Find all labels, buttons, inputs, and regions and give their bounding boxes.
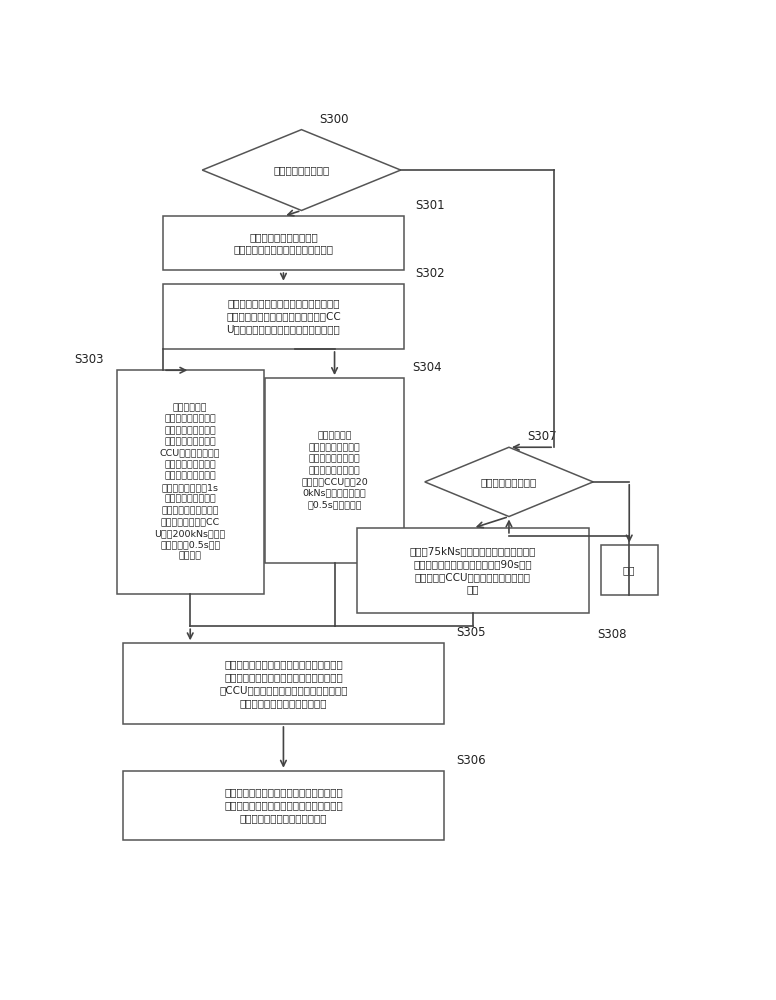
Text: 如果未正确的检测到网压跳变或者丢失恢复
信号时，则通过扳动分主断开关后、重新进
行合主断操作，完成过分相操作: 如果未正确的检测到网压跳变或者丢失恢复 信号时，则通过扳动分主断开关后、重新进 … — [224, 788, 343, 823]
Text: S304: S304 — [413, 361, 442, 374]
Text: S305: S305 — [456, 626, 486, 639]
FancyBboxPatch shape — [357, 528, 589, 613]
Text: S306: S306 — [456, 754, 486, 767]
Text: 过分相主机是否故障: 过分相主机是否故障 — [273, 165, 330, 175]
Text: S303: S303 — [74, 353, 104, 366]
FancyBboxPatch shape — [265, 378, 404, 563]
FancyBboxPatch shape — [601, 545, 658, 595]
Text: S301: S301 — [416, 199, 445, 212]
FancyBboxPatch shape — [163, 216, 404, 270]
Text: 等待: 等待 — [623, 565, 636, 575]
Text: S300: S300 — [320, 113, 349, 126]
Text: S302: S302 — [416, 267, 445, 280]
Text: 机车以75kNs的斜率卸载牵引力，牵引力
卸载至零后，分断主断；并且在90s内机
车控制系统CCU忽略来自过分相主机的
信号: 机车以75kNs的斜率卸载牵引力，牵引力 卸载至零后，分断主断；并且在90s内机… — [410, 546, 536, 595]
Text: 通过分相区后，机车接收到恢复信号并且检
测到网压从无到有的跳变过程，机车控制系
统CCU发出合主断命令，平稳恢复当前设定
的牵引力，完成自动过分相操作: 通过分相区后，机车接收到恢复信号并且检 测到网压从无到有的跳变过程，机车控制系 … — [219, 659, 348, 708]
Polygon shape — [203, 130, 400, 210]
Text: 自动过分相预
告模式：接收到预告
信号，根据当前机车
速度、机车控制系统
CCU计算出到达强断
位置需要的时间，动
态计算机车卸载的斜
率，在强断位置前1s
卸: 自动过分相预 告模式：接收到预告 信号，根据当前机车 速度、机车控制系统 CCU… — [154, 403, 226, 561]
Text: 根据公里标数据和当前机车速度信号，过
分相主机进行计算，向机车控制系统CC
U发送预告、强断、恢复过分相定位信号: 根据公里标数据和当前机车速度信号，过 分相主机进行计算，向机车控制系统CC U发… — [226, 299, 341, 334]
FancyBboxPatch shape — [123, 771, 445, 840]
FancyBboxPatch shape — [163, 284, 404, 349]
FancyBboxPatch shape — [123, 643, 445, 724]
Text: 收到手动过分相指示: 收到手动过分相指示 — [481, 477, 537, 487]
Polygon shape — [424, 447, 593, 517]
Text: S307: S307 — [527, 430, 556, 443]
Text: 过分相主机从机车监控中
获取公里标数据和当前机车速度信号: 过分相主机从机车监控中 获取公里标数据和当前机车速度信号 — [234, 232, 334, 255]
Text: 自动过分相强
断模式：如果未接收
到预告信号，在接收
到强断信号时，机车
控制系统CCU发出20
0kNs的卸载斜率、同
时0.5s后断开主断: 自动过分相强 断模式：如果未接收 到预告信号，在接收 到强断信号时，机车 控制系… — [301, 432, 368, 509]
Text: S308: S308 — [598, 628, 627, 641]
FancyBboxPatch shape — [116, 370, 264, 594]
